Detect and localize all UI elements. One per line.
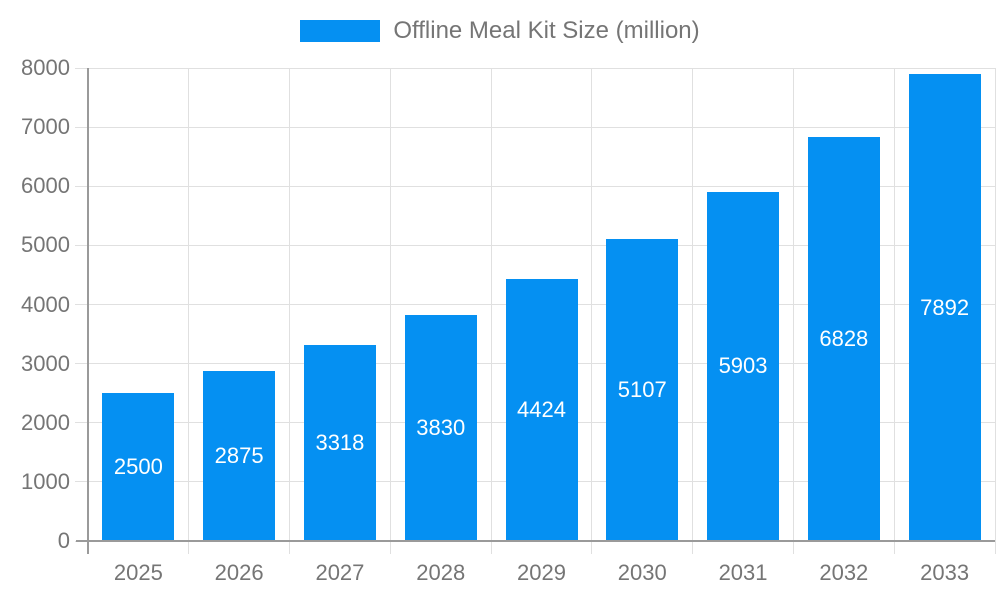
bar-2028 (404, 314, 477, 541)
bar-value-label-2033: 7892 (920, 294, 970, 320)
gridline-x-4 (490, 68, 492, 554)
tick-y-4000 (75, 304, 88, 305)
bar-value-label-2032: 6828 (819, 326, 869, 352)
bar-2029 (505, 279, 578, 541)
y-axis-label-4000: 4000 (21, 291, 70, 317)
gridline-x-5 (591, 68, 593, 554)
gridline-x-8 (893, 68, 895, 554)
y-axis-label-8000: 8000 (21, 55, 70, 80)
x-axis-label-2033: 2033 (920, 560, 970, 585)
y-axis-label-1000: 1000 (21, 468, 70, 494)
tick-y-7000 (75, 126, 88, 128)
gridline-y-6000 (88, 185, 995, 187)
gridline-x-9 (994, 68, 996, 554)
tick-y-5000 (75, 244, 88, 246)
bar-value-label-2029: 4424 (517, 397, 566, 423)
bar-2027 (303, 344, 376, 541)
tick-y-2000 (75, 422, 88, 424)
x-axis-label-2029: 2029 (517, 560, 566, 585)
y-axis-label-2000: 2000 (21, 409, 70, 435)
tick-y-6000 (75, 185, 88, 187)
legend-label: Offline Meal Kit Size (million) (393, 17, 700, 44)
bar-value-label-2031: 5903 (718, 353, 768, 379)
bar-2033 (908, 74, 981, 541)
legend-swatch (300, 20, 381, 42)
bar-value-label-2027: 3318 (315, 429, 365, 455)
x-axis-label-2031: 2031 (718, 560, 768, 585)
y-axis-label-0: 0 (57, 528, 70, 553)
x-axis-label-2028: 2028 (416, 560, 466, 585)
y-axis-label-5000: 5000 (21, 232, 70, 258)
y-axis-line (87, 68, 89, 554)
x-axis-label-2025: 2025 (113, 560, 163, 585)
y-axis-label-6000: 6000 (21, 173, 70, 199)
bar-value-label-2028: 3830 (416, 414, 466, 440)
y-axis-label-7000: 7000 (21, 114, 70, 140)
tick-y-3000 (75, 363, 88, 365)
gridline-x-2 (289, 68, 291, 554)
bar-2025 (102, 393, 175, 541)
bar-value-label-2026: 2875 (214, 443, 264, 468)
gridline-x-6 (692, 68, 694, 554)
bar-2026 (203, 371, 276, 541)
bar-2032 (807, 137, 880, 541)
x-axis-label-2032: 2032 (819, 560, 869, 585)
x-axis-label-2030: 2030 (617, 560, 667, 585)
x-axis-line (76, 540, 995, 542)
gridline-y-5000 (88, 244, 995, 246)
x-axis-label-2027: 2027 (315, 560, 365, 585)
y-axis-label-3000: 3000 (21, 350, 70, 376)
gridline-y-8000 (88, 67, 995, 69)
tick-y-1000 (75, 481, 88, 483)
gridline-x-1 (188, 68, 190, 554)
bar-value-label-2030: 5107 (617, 377, 667, 403)
x-axis-label-2026: 2026 (214, 560, 264, 585)
gridline-x-3 (389, 68, 391, 554)
bar-2030 (606, 239, 679, 541)
bar-2031 (707, 191, 780, 541)
bar-value-label-2025: 2500 (113, 454, 163, 480)
legend: Offline Meal Kit Size (million) (0, 18, 1000, 44)
gridline-y-7000 (88, 126, 995, 128)
tick-y-8000 (75, 67, 88, 69)
gridline-x-7 (792, 68, 794, 554)
